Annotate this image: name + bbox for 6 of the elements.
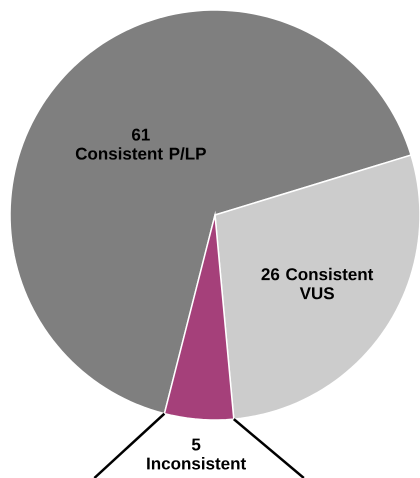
slice-label: Consistent VUS <box>286 268 374 300</box>
data-label: 5 <box>192 438 200 451</box>
slice-label: Consistent P/LP <box>76 147 206 160</box>
data-label: 61 <box>132 128 150 141</box>
data-label: 26 <box>262 268 280 280</box>
slice-label: Inconsistent <box>147 457 246 470</box>
